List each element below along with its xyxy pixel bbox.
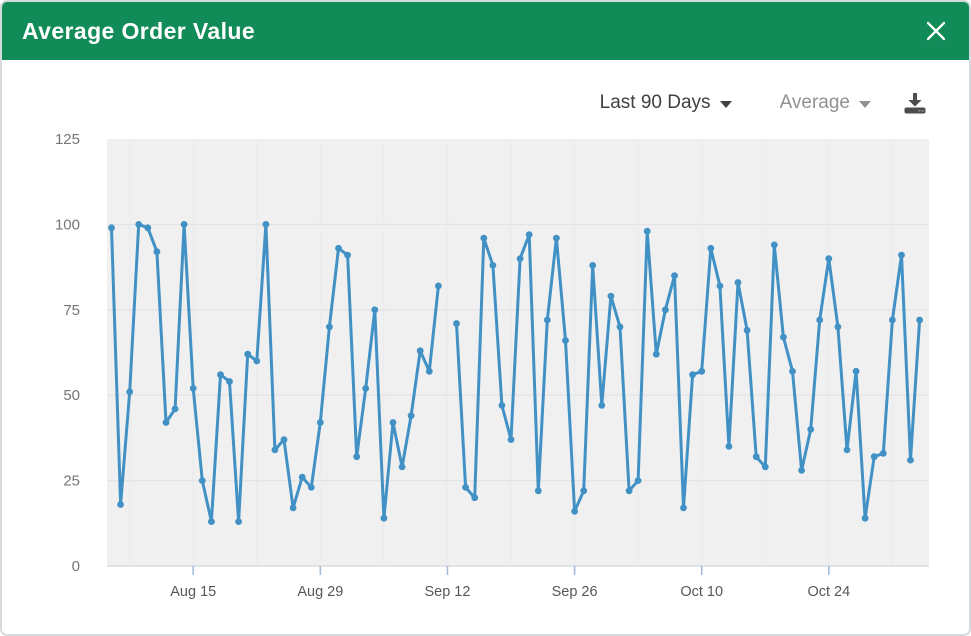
widget-header: Average Order Value: [2, 2, 969, 60]
aggregation-dropdown[interactable]: Average: [780, 92, 871, 114]
svg-text:0: 0: [72, 558, 80, 575]
svg-text:Sep 12: Sep 12: [424, 584, 470, 600]
svg-text:125: 125: [55, 131, 80, 148]
svg-text:25: 25: [63, 473, 80, 490]
caret-down-icon: [719, 101, 732, 108]
download-icon[interactable]: [903, 92, 927, 114]
svg-text:100: 100: [55, 216, 80, 233]
date-range-dropdown[interactable]: Last 90 Days: [600, 92, 732, 114]
svg-text:Aug 15: Aug 15: [170, 584, 216, 600]
svg-text:Oct 24: Oct 24: [807, 584, 850, 600]
svg-text:Oct 10: Oct 10: [680, 584, 723, 600]
chart-controls: Last 90 Days Average: [600, 86, 927, 120]
caret-down-icon: [859, 101, 871, 108]
svg-text:75: 75: [63, 302, 80, 319]
widget-title: Average Order Value: [22, 17, 256, 44]
date-range-label: Last 90 Days: [599, 92, 711, 113]
aggregation-label: Average: [779, 92, 850, 113]
svg-text:Sep 26: Sep 26: [552, 584, 598, 600]
svg-text:50: 50: [63, 387, 80, 404]
close-icon[interactable]: [923, 18, 949, 44]
svg-text:Aug 29: Aug 29: [297, 584, 343, 600]
